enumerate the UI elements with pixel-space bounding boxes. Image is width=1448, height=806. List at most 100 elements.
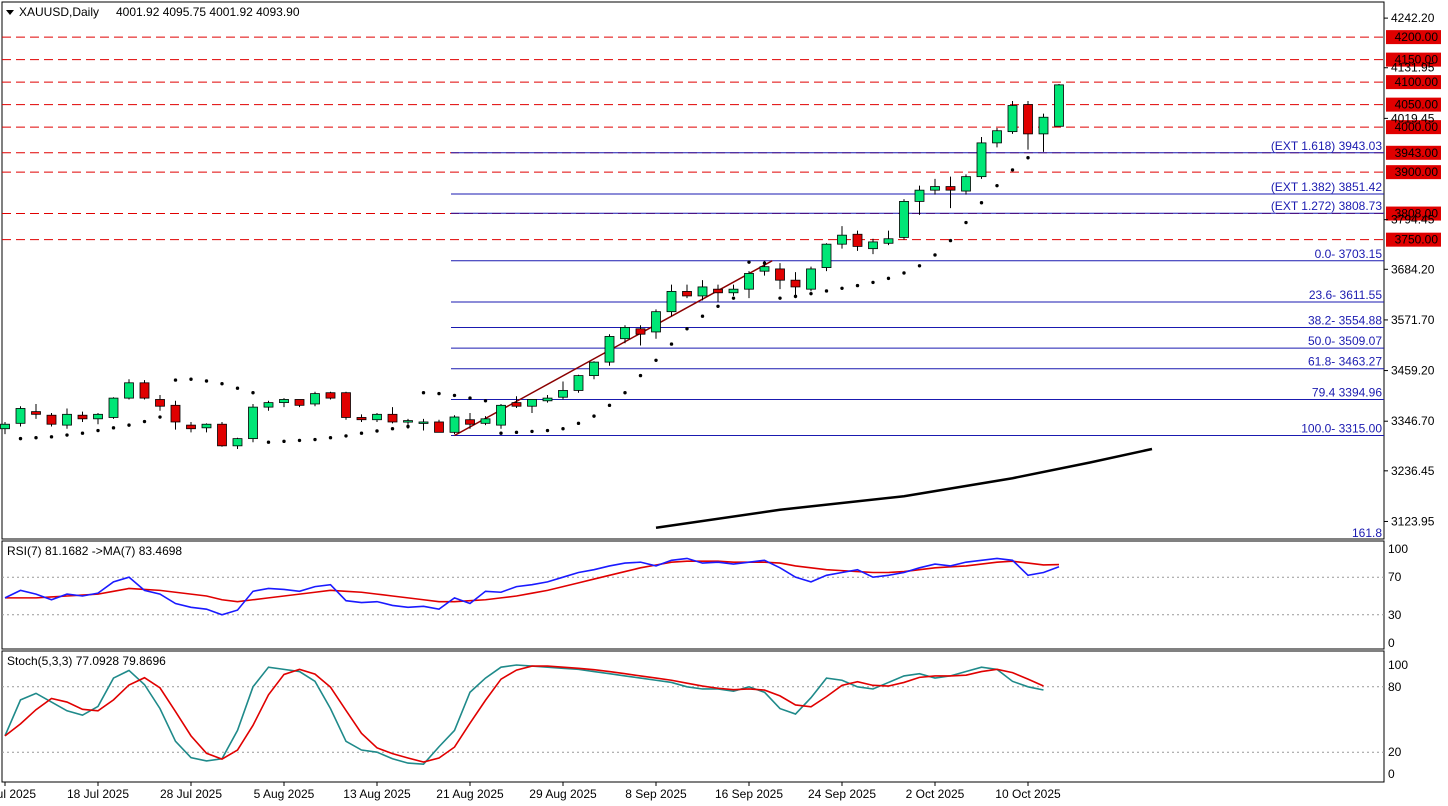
bull-candle: [558, 381, 568, 400]
main-panel-frame: [1, 1, 1385, 540]
sar-dot: [204, 379, 209, 383]
candle-body: [449, 416, 460, 433]
sar-dot: [545, 428, 550, 433]
bear-candle: [511, 396, 522, 409]
candle-body: [806, 268, 816, 290]
bear-candle: [682, 284, 692, 299]
sar-dot: [297, 438, 302, 443]
candle-body: [372, 413, 382, 421]
bull-candle: [108, 397, 119, 419]
bear-candle: [155, 394, 165, 411]
bear-candle: [945, 176, 956, 209]
candle-body: [480, 418, 491, 424]
price-box: [1386, 165, 1441, 180]
sar-dot: [871, 280, 875, 285]
candle-body: [201, 423, 212, 429]
candle-body: [1038, 116, 1049, 135]
fib-level-label: 38.2- 3554.88: [1308, 313, 1382, 327]
bull-candle: [248, 403, 258, 443]
price-box: [1386, 30, 1441, 45]
bull-candle: [992, 128, 1002, 148]
candle-body: [124, 382, 134, 399]
candle-body: [759, 266, 770, 272]
time-tick-label: 5 Aug 2025: [254, 787, 315, 801]
sar-dot: [251, 391, 255, 395]
candle-body: [961, 176, 971, 192]
chart-header: XAUUSD,Daily 4001.92 4095.75 4001.92 409…: [6, 5, 300, 19]
price-box: [1386, 97, 1441, 112]
sar-dot: [468, 396, 472, 400]
sar-dot: [902, 271, 906, 275]
bull-candle: [232, 437, 243, 449]
fib-level-label: 50.0- 3509.07: [1308, 334, 1382, 348]
candlestick-series: [0, 84, 1064, 449]
sar-dot: [654, 358, 658, 363]
price-box: [1386, 120, 1441, 135]
sar-dot: [65, 433, 69, 437]
bear-candle: [325, 391, 336, 400]
bull-candle: [883, 230, 894, 246]
sar-dot: [638, 373, 643, 378]
price-box-label: 4000.00: [1395, 120, 1439, 134]
price-box-label: 3943.00: [1395, 146, 1439, 160]
candle-body: [775, 268, 785, 281]
bear-candle: [46, 412, 57, 427]
bull-candle: [589, 361, 599, 380]
candle-body: [682, 291, 692, 297]
candle-body: [914, 189, 925, 202]
candle-body: [418, 421, 429, 424]
candle-body: [77, 414, 88, 420]
price-box-label: 3808.00: [1395, 207, 1439, 221]
bear-candle: [790, 272, 801, 299]
price-box: [1386, 145, 1441, 160]
stoch-tick-label: 80: [1388, 680, 1402, 694]
bear-candle: [341, 391, 351, 420]
fib-level-label: 61.8- 3463.27: [1308, 355, 1382, 369]
bear-candle: [387, 407, 398, 424]
candle-body: [46, 414, 57, 425]
time-tick-label: 16 Sep 2025: [715, 787, 783, 801]
price-tick-label: 3346.70: [1391, 414, 1435, 428]
time-tick-label: 13 Aug 2025: [343, 787, 411, 801]
bull-candle: [372, 412, 382, 422]
fib-level-label: 23.6- 3611.55: [1309, 288, 1382, 302]
sar-dot: [111, 426, 116, 430]
candle-body: [651, 311, 661, 333]
price-tick-label: 3794.45: [1391, 213, 1435, 227]
price-box-label: 4100.00: [1395, 75, 1439, 89]
price-tick-label: 4131.95: [1391, 61, 1435, 75]
sar-dot: [793, 294, 798, 299]
candle-body: [790, 279, 801, 288]
candle-body: [139, 382, 150, 399]
sar-dot: [623, 391, 627, 395]
candle-body: [527, 399, 537, 407]
sar-dot: [483, 399, 488, 403]
down-triangle-icon[interactable]: [6, 10, 14, 15]
candle-body: [558, 390, 568, 398]
candle-body: [728, 288, 739, 294]
bull-candle: [1054, 84, 1064, 127]
candle-body: [697, 286, 708, 297]
stoch-signal-line: [4, 665, 1044, 763]
sar-dot: [576, 421, 581, 426]
sar-dot: [530, 429, 534, 434]
candle-body: [0, 423, 10, 430]
time-tick-label: 10 Oct 2025: [995, 787, 1061, 801]
bull-candle: [868, 238, 878, 255]
bear-candle: [775, 263, 785, 290]
sar-dot: [390, 427, 395, 431]
ohlc-readout: 4001.92 4095.75 4001.92 4093.90: [116, 5, 300, 19]
bull-candle: [914, 185, 925, 215]
candle-body: [325, 392, 336, 399]
bull-candle: [62, 408, 72, 429]
bear-candle: [31, 403, 41, 419]
price-tick-label: 4242.20: [1391, 11, 1435, 25]
sar-dot: [979, 201, 984, 205]
bear-candle: [294, 399, 305, 408]
sar-dot: [328, 436, 333, 440]
candle-body: [589, 361, 599, 377]
sar-dot: [127, 423, 131, 427]
bull-candle: [744, 271, 754, 299]
candle-body: [883, 238, 894, 244]
sar-dot: [344, 434, 348, 438]
